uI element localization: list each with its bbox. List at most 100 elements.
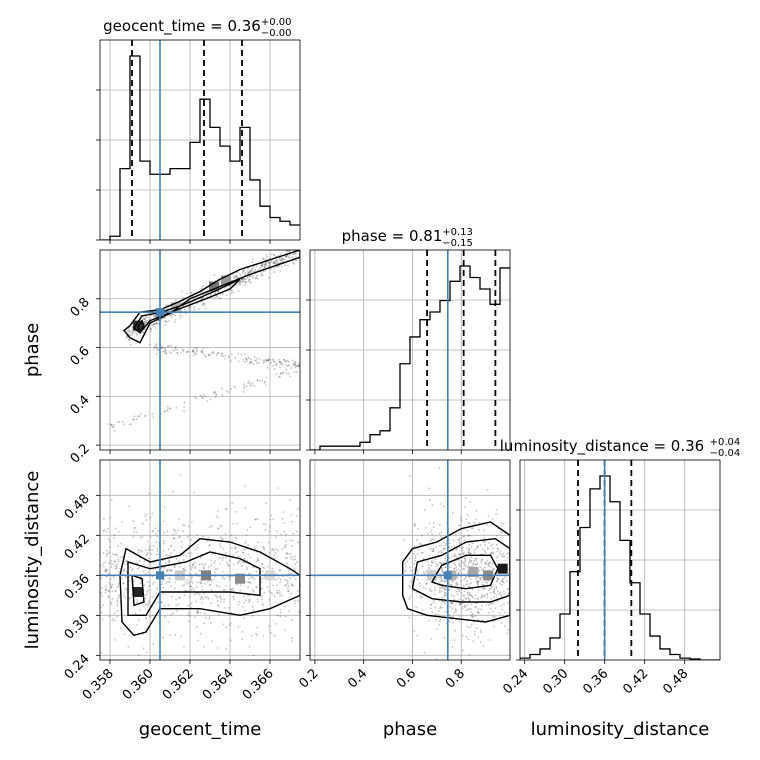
sample-point xyxy=(522,523,524,525)
sample-point xyxy=(148,492,151,495)
sample-point xyxy=(294,245,296,247)
sample-point xyxy=(531,575,533,577)
sample-point xyxy=(470,559,473,562)
sample-point xyxy=(480,608,482,611)
sample-point xyxy=(285,615,287,618)
sample-point xyxy=(172,313,175,316)
sample-point xyxy=(443,580,446,583)
sample-point xyxy=(262,635,265,638)
sample-point xyxy=(426,560,429,563)
sample-point xyxy=(241,551,244,554)
sample-point xyxy=(213,578,216,581)
sample-point xyxy=(261,379,264,381)
sample-point xyxy=(288,499,291,502)
sample-point xyxy=(414,559,417,562)
sample-point xyxy=(249,270,252,273)
sample-point xyxy=(230,588,233,591)
sample-point xyxy=(170,569,173,572)
sample-point xyxy=(145,315,147,318)
sample-point xyxy=(435,565,438,568)
sample-point xyxy=(102,517,105,520)
sample-point xyxy=(199,298,202,301)
sample-point xyxy=(135,624,138,626)
sample-point xyxy=(470,561,472,564)
sample-point xyxy=(118,595,121,598)
sample-point xyxy=(260,274,263,277)
sample-point xyxy=(210,580,213,582)
sample-point xyxy=(164,615,166,618)
sample-point xyxy=(245,566,248,569)
sample-point xyxy=(149,330,152,333)
sample-point xyxy=(513,614,515,616)
y-tick-label: 0.8 xyxy=(68,295,93,320)
sample-point xyxy=(241,278,244,281)
sample-point xyxy=(135,331,137,334)
sample-point xyxy=(517,596,519,598)
sample-point xyxy=(203,564,205,567)
sample-point xyxy=(134,612,137,615)
sample-point xyxy=(283,578,286,581)
sample-point xyxy=(218,297,221,300)
sample-point xyxy=(105,588,108,590)
sample-point xyxy=(255,570,258,573)
sample-point xyxy=(500,594,503,597)
sample-point xyxy=(285,255,288,258)
sample-point xyxy=(500,622,503,625)
sample-point xyxy=(202,302,205,305)
sample-point xyxy=(132,535,135,538)
sample-point xyxy=(128,332,131,334)
sample-point xyxy=(143,317,146,320)
sample-point xyxy=(208,526,211,529)
sample-point xyxy=(507,601,509,604)
sample-point xyxy=(265,264,267,267)
sample-point xyxy=(248,572,251,575)
sample-point xyxy=(468,548,471,551)
sample-point xyxy=(439,606,442,608)
sample-point xyxy=(515,584,517,586)
sample-point xyxy=(234,356,237,359)
sample-point xyxy=(115,565,118,567)
sample-point xyxy=(290,545,293,548)
sample-point xyxy=(129,334,132,337)
sample-point xyxy=(444,602,447,605)
sample-point xyxy=(490,566,492,569)
sample-point xyxy=(283,258,286,260)
sample-point xyxy=(469,558,471,561)
sample-point xyxy=(445,559,448,562)
panel-luminosity_distance-marginal: 0.24 0.30 0.36 0.42 0.48 xyxy=(500,459,721,697)
sample-point xyxy=(495,557,498,559)
sample-point xyxy=(470,556,473,559)
sample-point xyxy=(440,544,443,547)
sample-point xyxy=(132,520,135,523)
sample-point xyxy=(492,562,494,565)
sample-point xyxy=(291,584,294,586)
sample-point xyxy=(453,611,456,614)
sample-point xyxy=(231,289,233,292)
sample-point xyxy=(421,565,424,568)
sample-point xyxy=(202,397,204,399)
sample-point xyxy=(215,392,218,395)
sample-point xyxy=(127,338,130,341)
sample-point xyxy=(212,391,215,394)
sample-point xyxy=(294,558,297,561)
sample-point xyxy=(131,328,134,331)
x-tick-label: 0.362 xyxy=(160,666,197,703)
sample-point xyxy=(131,326,134,328)
sample-point xyxy=(146,592,149,595)
sample-point xyxy=(230,388,233,391)
sample-point xyxy=(476,576,478,579)
sample-point xyxy=(191,576,193,578)
sample-point xyxy=(273,360,275,363)
sample-point xyxy=(558,563,560,565)
sample-point xyxy=(427,532,429,535)
sample-point xyxy=(431,550,434,553)
sample-point xyxy=(202,567,205,569)
sample-point xyxy=(268,257,271,260)
sample-point xyxy=(154,344,157,347)
sample-point xyxy=(260,264,263,266)
sample-point xyxy=(282,511,285,513)
sample-point xyxy=(266,255,268,258)
sample-point xyxy=(279,376,281,379)
sample-point xyxy=(471,615,473,617)
sample-point xyxy=(219,524,222,527)
